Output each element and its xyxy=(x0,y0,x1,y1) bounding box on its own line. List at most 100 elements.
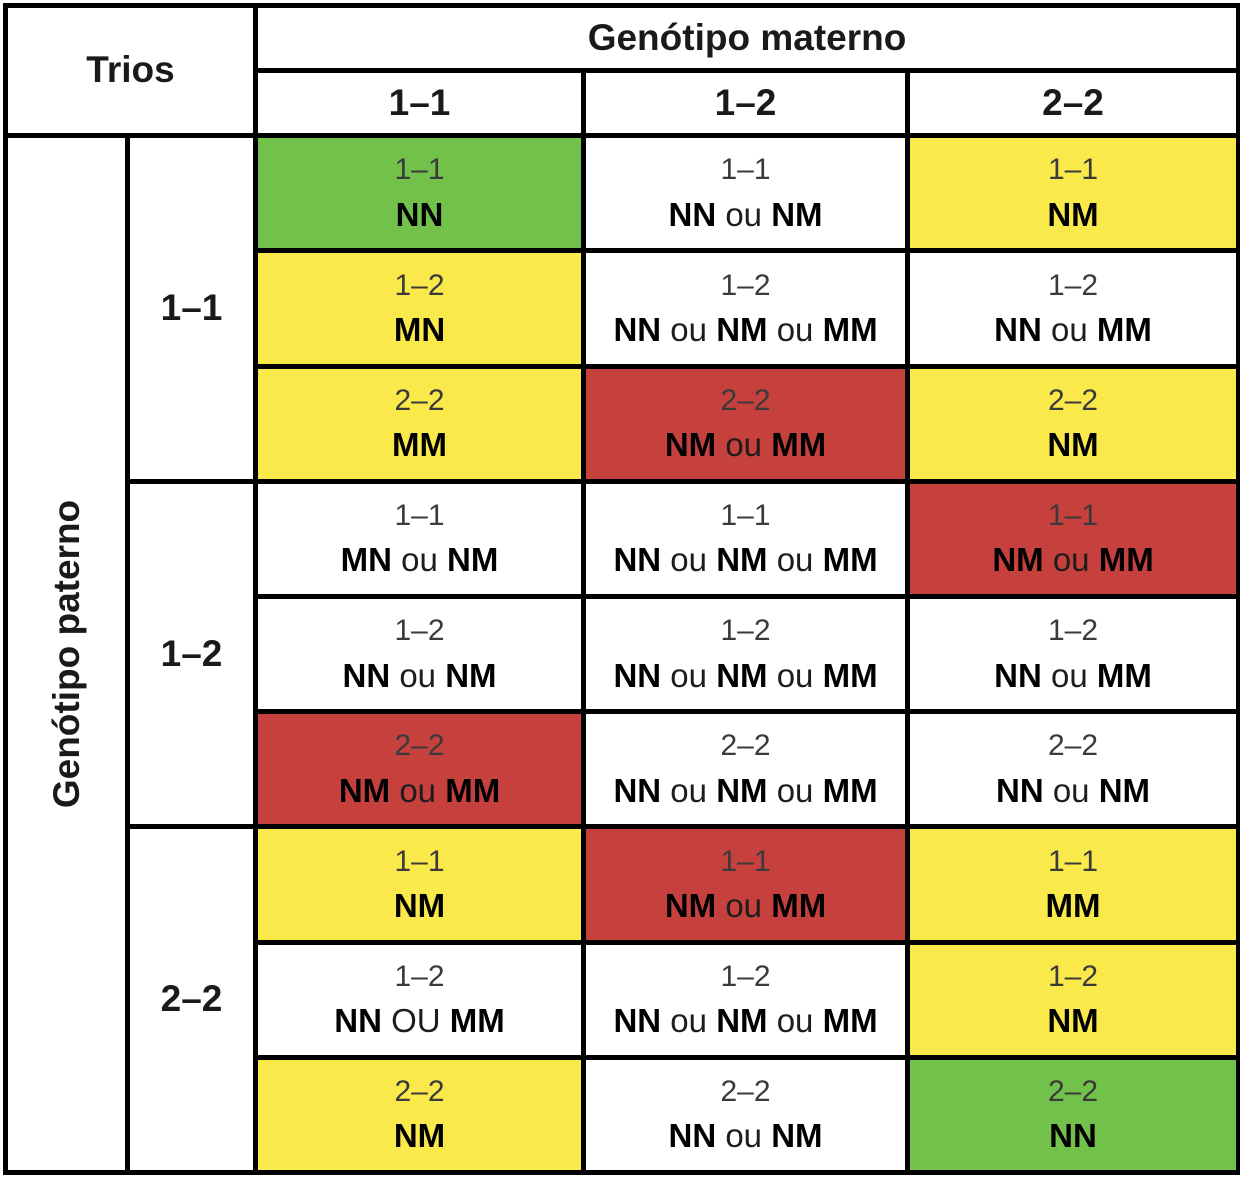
marker-result: NM xyxy=(261,887,579,924)
paternal-group-text: 2–2 xyxy=(160,978,223,1020)
allele-text: NN xyxy=(613,541,662,579)
connector-text: ou xyxy=(1051,656,1088,694)
marker-result: MN ou NM xyxy=(261,541,579,579)
connector-text: ou xyxy=(776,1002,814,1040)
child-genotype: 1–1 xyxy=(1047,498,1099,532)
connector-text: ou xyxy=(670,541,708,579)
genotype-result-cell: 1–1 NM xyxy=(905,133,1240,254)
connector-text: ou xyxy=(725,1117,763,1155)
paternal-genotype-header: Genótipo paterno xyxy=(3,133,130,1175)
allele-text: NM xyxy=(771,1117,823,1155)
allele-text: NM xyxy=(445,656,497,694)
allele-text: MM xyxy=(822,1002,878,1040)
maternal-col-label: 1–2 xyxy=(714,81,777,123)
allele-text: NN xyxy=(668,195,717,233)
marker-result: MN xyxy=(261,311,579,348)
marker-result: NN ou NM ou MM xyxy=(589,1002,903,1040)
trios-label: Trios xyxy=(86,49,175,91)
marker-result: NN xyxy=(913,1117,1234,1155)
allele-text: NN xyxy=(334,1002,382,1040)
paternal-group-text: 1–2 xyxy=(160,632,223,674)
marker-result: NN ou NM xyxy=(913,771,1234,809)
maternal-col-header-3: 2–2 xyxy=(905,68,1240,139)
connector-text: ou xyxy=(725,195,763,233)
genotype-result-cell: 1–1 NM xyxy=(253,824,587,945)
child-genotype: 1–2 xyxy=(1047,268,1099,302)
allele-text: MM xyxy=(392,426,447,464)
genotype-result-cell: 1–1 MM xyxy=(905,824,1240,945)
connector-text: ou xyxy=(399,656,437,694)
child-genotype: 1–1 xyxy=(1047,153,1099,187)
marker-result: NN ou MM xyxy=(913,311,1234,349)
child-genotype: 1–1 xyxy=(720,844,771,878)
allele-text: NM xyxy=(1047,1002,1099,1040)
allele-text: NN xyxy=(613,1002,662,1040)
connector-text: ou xyxy=(776,541,814,579)
child-genotype: 1–2 xyxy=(1047,959,1099,993)
allele-text: NN xyxy=(668,1117,717,1155)
child-genotype: 2–2 xyxy=(1047,729,1099,763)
genotype-result-cell: 1–1 NM ou MM xyxy=(905,478,1240,599)
allele-text: NN xyxy=(613,771,662,809)
child-genotype: 2–2 xyxy=(1047,383,1099,417)
child-genotype: 1–2 xyxy=(720,959,771,993)
marker-result: NM xyxy=(261,1118,579,1154)
genotype-result-cell: 1–2 NN ou MM xyxy=(905,248,1240,369)
marker-result: NN ou NM ou MM xyxy=(589,771,903,809)
genotype-result-cell: 2–2 NN ou NM ou MM xyxy=(581,709,911,830)
genotype-result-cell: 2–2 NM xyxy=(253,1054,587,1176)
allele-text: NM xyxy=(716,311,768,349)
connector-text: OU xyxy=(391,1002,441,1040)
allele-text: NN xyxy=(1049,1117,1097,1155)
marker-result: NM ou MM xyxy=(913,541,1234,579)
marker-result: NM xyxy=(913,196,1234,233)
connector-text: ou xyxy=(670,1002,708,1040)
allele-text: NM xyxy=(992,541,1044,579)
genotype-result-cell: 1–2 NN ou NM ou MM xyxy=(581,939,911,1060)
connector-text: ou xyxy=(399,771,437,809)
marker-result: NN ou MM xyxy=(913,656,1234,694)
genotype-result-cell: 2–2 NM xyxy=(905,363,1240,484)
child-genotype: 2–2 xyxy=(720,383,771,417)
child-genotype: 1–1 xyxy=(1047,844,1099,878)
connector-text: ou xyxy=(776,311,814,349)
paternal-group-label-3: 2–2 xyxy=(124,824,259,1175)
allele-text: NN xyxy=(994,311,1042,349)
child-genotype: 2–2 xyxy=(394,1074,445,1108)
allele-text: MM xyxy=(771,426,827,464)
allele-text: NM xyxy=(664,887,717,925)
genotype-result-cell: 1–1 NN ou NM ou MM xyxy=(581,478,911,599)
allele-text: NN xyxy=(342,656,391,694)
allele-text: NM xyxy=(1098,771,1151,809)
genotype-result-cell: 2–2 NM ou MM xyxy=(253,709,587,830)
allele-text: NM xyxy=(716,771,768,809)
allele-text: MM xyxy=(445,771,501,809)
allele-text: NM xyxy=(664,426,717,464)
child-genotype: 1–1 xyxy=(720,153,771,187)
marker-result: MM xyxy=(913,887,1234,925)
child-genotype: 2–2 xyxy=(720,1074,771,1108)
marker-result: NN ou NM ou MM xyxy=(589,541,903,579)
maternal-genotype-header: Genótipo materno xyxy=(253,2,1240,74)
genotype-result-cell: 2–2 MM xyxy=(253,363,587,484)
allele-text: MM xyxy=(1045,887,1101,925)
child-genotype: 1–1 xyxy=(720,498,771,532)
marker-result: NM ou MM xyxy=(261,771,579,809)
genotype-result-cell: 2–2 NM ou MM xyxy=(581,363,911,484)
connector-text: ou xyxy=(670,771,708,809)
connector-text: ou xyxy=(670,311,708,349)
allele-text: NM xyxy=(716,1002,768,1040)
child-genotype: 1–2 xyxy=(1047,614,1099,648)
allele-text: MN xyxy=(340,541,392,579)
marker-result: NN xyxy=(261,196,579,233)
genotype-result-cell: 1–1 MN ou NM xyxy=(253,478,587,599)
genotype-result-cell: 1–1 NN ou NM xyxy=(581,133,911,254)
genotype-result-cell: 2–2 NN ou NM xyxy=(581,1054,911,1176)
genotype-result-cell: 1–2 NM xyxy=(905,939,1240,1060)
genotype-result-cell: 1–2 NN ou MM xyxy=(905,593,1240,715)
child-genotype: 1–2 xyxy=(394,614,445,648)
maternal-col-label: 1–1 xyxy=(388,81,451,123)
allele-text: NN xyxy=(994,656,1042,694)
allele-text: MM xyxy=(1096,656,1152,694)
